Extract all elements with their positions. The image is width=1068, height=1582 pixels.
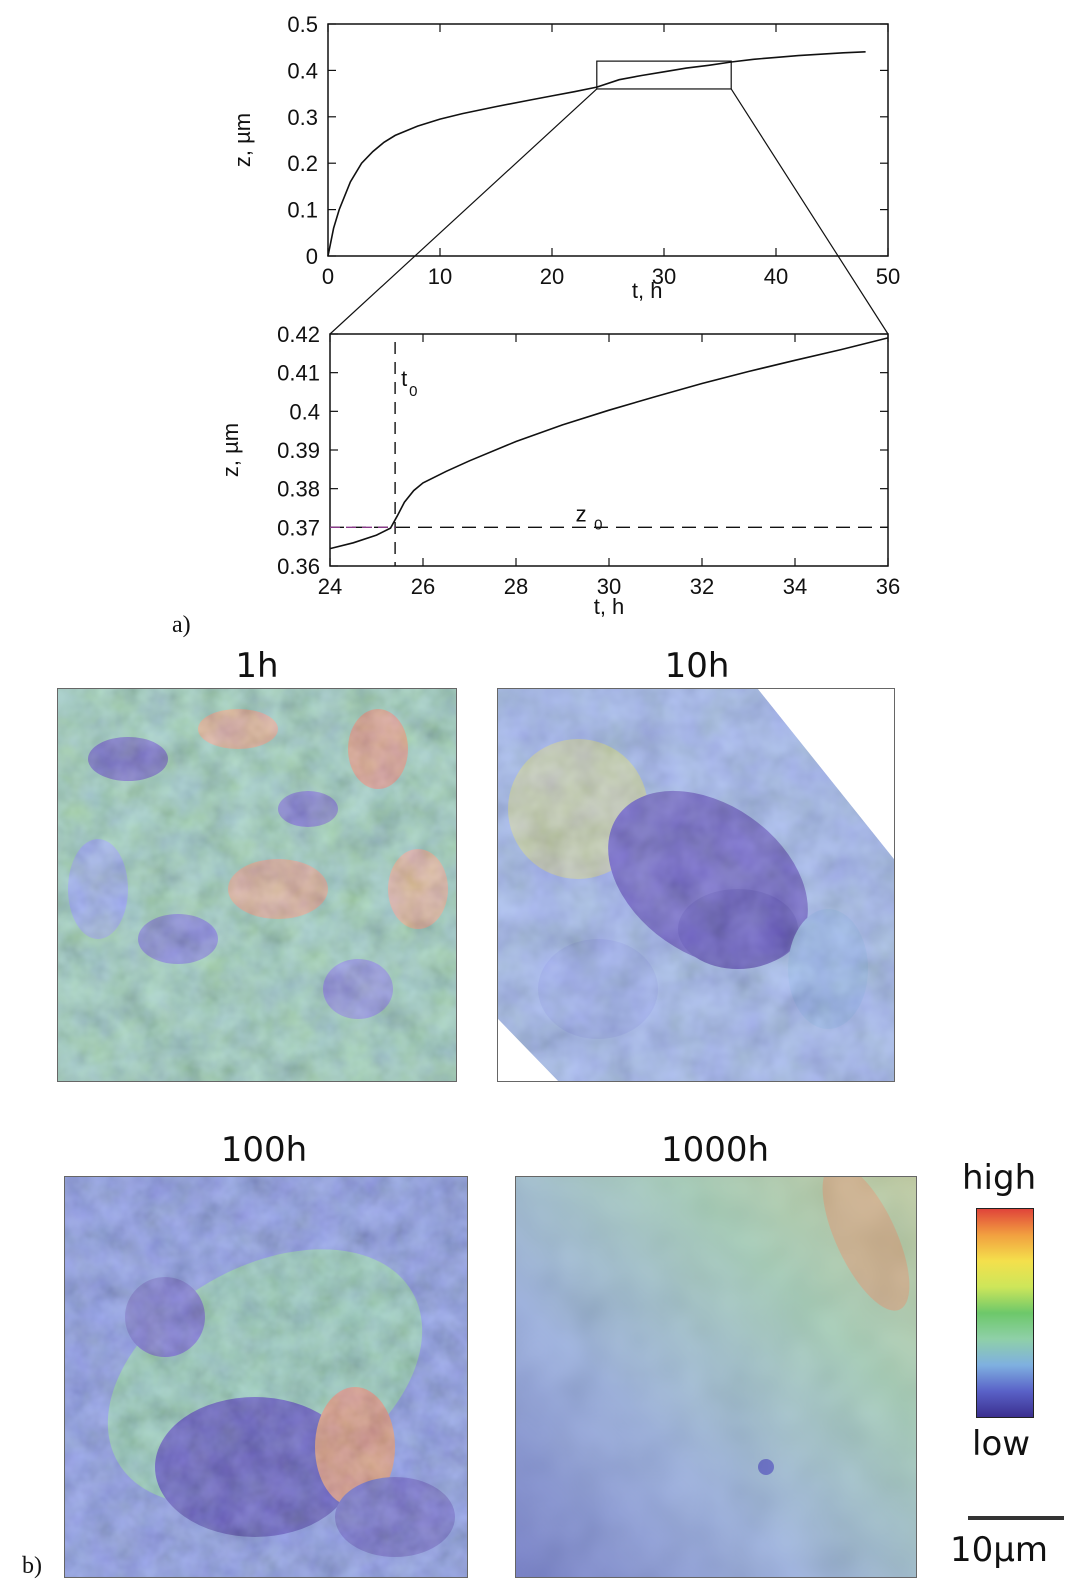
- map-title-1000h: 1000h: [660, 1130, 770, 1170]
- y-tick-label: 0.36: [277, 554, 320, 579]
- colorbar-high-label: high: [962, 1158, 1037, 1198]
- plot-frame-1: [329, 333, 889, 567]
- zoom-box: [596, 60, 732, 90]
- x-axis-label: t, h: [632, 278, 663, 303]
- x-tick-label: 20: [540, 264, 564, 289]
- series-line-0-0: [327, 51, 866, 257]
- x-tick-label: 28: [504, 574, 528, 599]
- y-tick-label: 0.38: [277, 477, 320, 502]
- y-tick-label: 0.42: [277, 322, 320, 347]
- panel-b-label: b): [22, 1553, 42, 1579]
- y-tick-label: 0.2: [287, 151, 318, 176]
- y-axis-label: z, µm: [230, 113, 255, 167]
- x-tick-label: 34: [783, 574, 807, 599]
- height-map-1000h: [515, 1176, 917, 1578]
- x-tick-label: 30: [597, 574, 621, 599]
- y-tick-label: 0.1: [287, 198, 318, 223]
- plot-frame-0: [327, 23, 889, 257]
- x-tick-label: 24: [318, 574, 342, 599]
- x-axis-label: t, h: [594, 594, 625, 619]
- panel-a-label: a): [172, 612, 191, 638]
- height-map-100h: [64, 1176, 468, 1578]
- y-tick-label: 0.37: [277, 515, 320, 540]
- map-title-10h: 10h: [664, 646, 730, 686]
- z0-subscript: 0: [594, 516, 602, 533]
- x-tick-label: 10: [428, 264, 452, 289]
- x-tick-label: 40: [764, 264, 788, 289]
- series-line-1-0: [329, 337, 889, 550]
- map-title-100h: 100h: [220, 1130, 308, 1170]
- x-tick-label: 36: [876, 574, 900, 599]
- height-map-10h: [497, 688, 895, 1082]
- y-tick-label: 0.5: [287, 12, 318, 37]
- zoom-connector-left: [329, 88, 598, 335]
- t0-label: t: [401, 366, 407, 391]
- y-tick-label: 0: [306, 244, 318, 269]
- scale-bar: [968, 1516, 1064, 1520]
- y-axis-label: z, µm: [218, 423, 243, 477]
- x-tick-label: 32: [690, 574, 714, 599]
- y-tick-label: 0.4: [289, 399, 320, 424]
- t0-subscript: 0: [409, 383, 417, 400]
- colorbar: [976, 1208, 1034, 1418]
- panel-a-plots: 0 10 20 30 40 50 0 0.1 0.2 0.3 0.4 0.5 t, h z, µm 24 26…: [218, 12, 900, 619]
- y-tick-label: 0.39: [277, 438, 320, 463]
- x-tick-label: 30: [652, 264, 676, 289]
- y-tick-label: 0.4: [287, 58, 318, 83]
- y-tick-label: 0.41: [277, 361, 320, 386]
- map-title-1h: 1h: [235, 646, 279, 686]
- x-tick-label: 26: [411, 574, 435, 599]
- scale-bar-label: 10µm: [950, 1530, 1049, 1570]
- x-tick-label: 0: [322, 264, 334, 289]
- height-map-1h: [57, 688, 457, 1082]
- colorbar-low-label: low: [972, 1424, 1031, 1464]
- x-tick-label: 50: [876, 264, 900, 289]
- zoom-connector-right: [730, 88, 889, 335]
- y-tick-label: 0.3: [287, 105, 318, 130]
- z0-label: z: [576, 501, 587, 526]
